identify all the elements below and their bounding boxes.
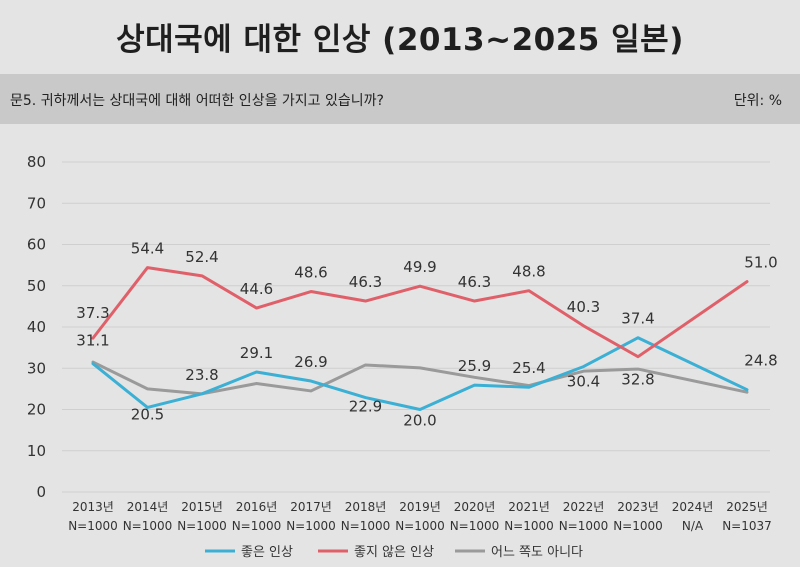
legend-label: 좋지 않은 인상 bbox=[354, 545, 434, 560]
sample-size-label: N=1000 bbox=[450, 519, 500, 533]
sample-size-label: N=1000 bbox=[395, 519, 445, 533]
sample-size-label: N=1000 bbox=[504, 519, 554, 533]
x-tick-label: 2013년 bbox=[72, 500, 114, 514]
sample-size-label: N=1000 bbox=[177, 519, 227, 533]
data-label: 37.4 bbox=[621, 310, 654, 328]
y-tick-label: 0 bbox=[36, 483, 46, 501]
legend-label: 좋은 인상 bbox=[241, 545, 293, 560]
data-label: 44.6 bbox=[240, 280, 273, 298]
x-tick-label: 2014년 bbox=[127, 500, 169, 514]
data-label: 24.8 bbox=[744, 352, 777, 370]
data-label: 20.0 bbox=[403, 412, 436, 430]
sample-size-label: N=1000 bbox=[286, 519, 336, 533]
y-tick-label: 30 bbox=[27, 359, 46, 377]
x-tick-label: 2016년 bbox=[236, 500, 278, 514]
series-line-neutral bbox=[91, 360, 749, 396]
survey-question: 문5. 귀하께서는 상대국에 대해 어떠한 인상을 가지고 있습니까? bbox=[10, 93, 384, 109]
x-tick-label: 2020년 bbox=[454, 500, 496, 514]
sample-size-label: N/A bbox=[682, 519, 704, 533]
data-label: 31.1 bbox=[76, 332, 109, 350]
x-tick-label: 2017년 bbox=[290, 500, 332, 514]
x-tick-label: 2019년 bbox=[399, 500, 441, 514]
data-label: 23.8 bbox=[185, 366, 218, 384]
data-label: 29.1 bbox=[240, 344, 273, 362]
sample-size-label: N=1000 bbox=[123, 519, 173, 533]
x-tick-label: 2025년 bbox=[726, 500, 768, 514]
y-tick-label: 70 bbox=[27, 194, 46, 212]
data-label: 46.3 bbox=[349, 273, 382, 291]
data-label: 52.4 bbox=[185, 248, 218, 266]
unit-label: 단위: % bbox=[733, 93, 782, 109]
data-label: 54.4 bbox=[131, 240, 164, 258]
data-label: 26.9 bbox=[294, 353, 327, 371]
x-tick-label: 2018년 bbox=[345, 500, 387, 514]
data-label: 30.4 bbox=[567, 373, 600, 391]
sample-size-label: N=1000 bbox=[559, 519, 609, 533]
series-line-good bbox=[91, 336, 749, 411]
x-tick-label: 2023년 bbox=[617, 500, 659, 514]
y-tick-label: 20 bbox=[27, 401, 46, 419]
question-bar: 문5. 귀하께서는 상대국에 대해 어떠한 인상을 가지고 있습니까? 단위: … bbox=[0, 74, 800, 124]
data-label: 51.0 bbox=[744, 254, 777, 272]
chart-title: 상대국에 대한 인상 (2013~2025 일본) bbox=[116, 22, 684, 58]
sample-size-label: N=1037 bbox=[722, 519, 772, 533]
data-label: 40.3 bbox=[567, 298, 600, 316]
data-label: 20.5 bbox=[131, 405, 164, 423]
sample-size-label: N=1000 bbox=[232, 519, 282, 533]
data-label: 37.3 bbox=[76, 304, 109, 322]
data-label: 32.8 bbox=[621, 371, 654, 389]
data-label: 25.4 bbox=[512, 359, 545, 377]
data-label: 25.9 bbox=[458, 357, 491, 375]
x-tick-label: 2021년 bbox=[508, 500, 550, 514]
y-tick-label: 50 bbox=[27, 277, 46, 295]
y-tick-label: 80 bbox=[27, 153, 46, 171]
x-tick-label: 2015년 bbox=[181, 500, 223, 514]
x-tick-label: 2022년 bbox=[563, 500, 605, 514]
y-tick-label: 10 bbox=[27, 442, 46, 460]
y-tick-label: 60 bbox=[27, 236, 46, 254]
x-tick-label: 2024년 bbox=[672, 500, 714, 514]
data-label: 46.3 bbox=[458, 273, 491, 291]
legend-label: 어느 쪽도 아니다 bbox=[491, 545, 583, 560]
sample-size-label: N=1000 bbox=[341, 519, 391, 533]
data-label: 48.8 bbox=[512, 263, 545, 281]
data-label: 49.9 bbox=[403, 258, 436, 276]
data-label: 22.9 bbox=[349, 398, 382, 416]
y-tick-label: 40 bbox=[27, 318, 46, 336]
series-line-bad bbox=[91, 266, 749, 359]
data-label: 48.6 bbox=[294, 264, 327, 282]
sample-size-label: N=1000 bbox=[613, 519, 663, 533]
sample-size-label: N=1000 bbox=[68, 519, 118, 533]
